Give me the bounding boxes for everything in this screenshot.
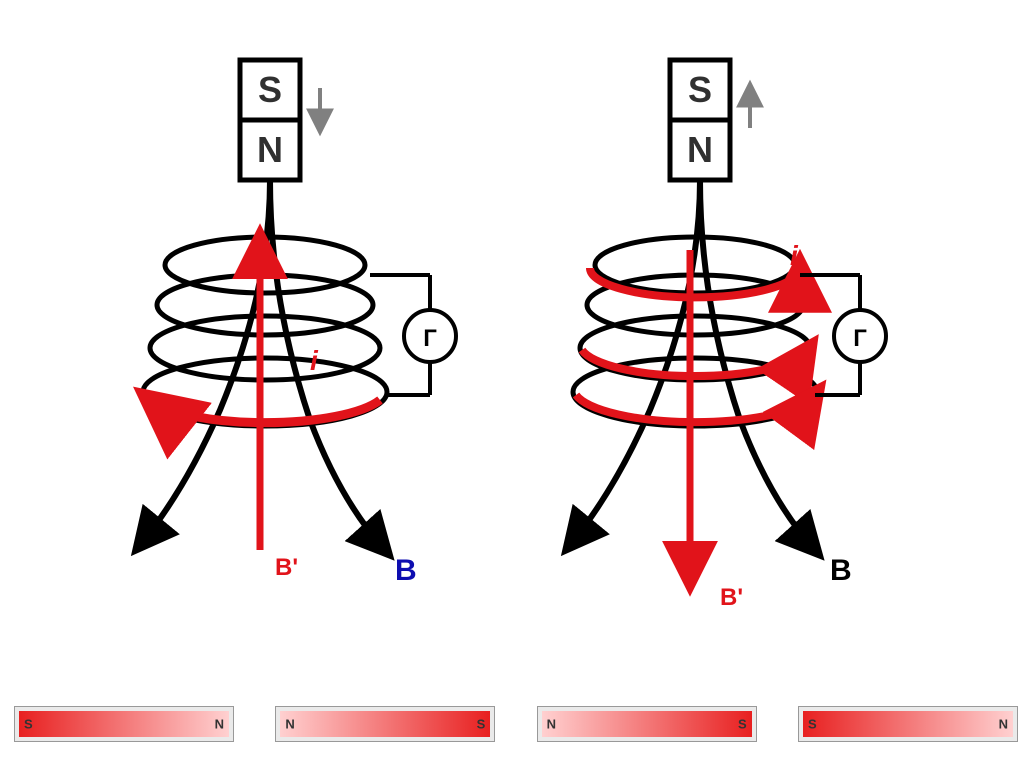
bar-magnet-3: N S [537, 706, 757, 742]
pole-s-left: S [258, 69, 282, 110]
meter-label-right: Г [853, 325, 867, 352]
bar-gradient-1 [19, 711, 229, 737]
bar-1-right-pole: N [215, 717, 224, 732]
electromagnetic-induction-diagram: S N i B' B Г [100, 50, 910, 660]
bar-2-right-pole: S [477, 717, 486, 732]
magnet-right: S N [670, 60, 730, 180]
bar-magnet-4: S N [798, 706, 1018, 742]
induced-b-label-left: B' [275, 554, 298, 581]
bar-gradient-2 [280, 711, 490, 737]
diagram-svg: S N i B' B Г [100, 50, 910, 660]
meter-right: Г [800, 275, 886, 395]
current-label-left: i [310, 345, 319, 376]
bar-3-left-pole: N [547, 717, 556, 732]
bar-1-left-pole: S [24, 717, 33, 732]
pole-n-right: N [687, 129, 713, 170]
bar-magnets-row: S N N S N S S N [10, 700, 1022, 748]
bar-magnet-2: N S [275, 706, 495, 742]
pole-s-right: S [688, 69, 712, 110]
bar-gradient-4 [803, 711, 1013, 737]
induced-b-label-right: B' [720, 584, 743, 611]
bar-magnet-1: S N [14, 706, 234, 742]
b-label-right: B [830, 554, 852, 587]
panel-left: S N i B' B Г [140, 60, 456, 587]
panel-right: S N i B' B Г [570, 60, 886, 611]
current-label-right: i [790, 240, 799, 271]
pole-n-left: N [257, 129, 283, 170]
magnet-left: S N [240, 60, 300, 180]
meter-label-left: Г [423, 325, 437, 352]
bar-4-left-pole: S [808, 717, 817, 732]
meter-left: Г [370, 275, 456, 395]
bar-gradient-3 [542, 711, 752, 737]
bar-3-right-pole: S [738, 717, 747, 732]
b-label-left: B [395, 554, 417, 587]
bar-4-right-pole: N [999, 717, 1008, 732]
bar-2-left-pole: N [285, 717, 294, 732]
